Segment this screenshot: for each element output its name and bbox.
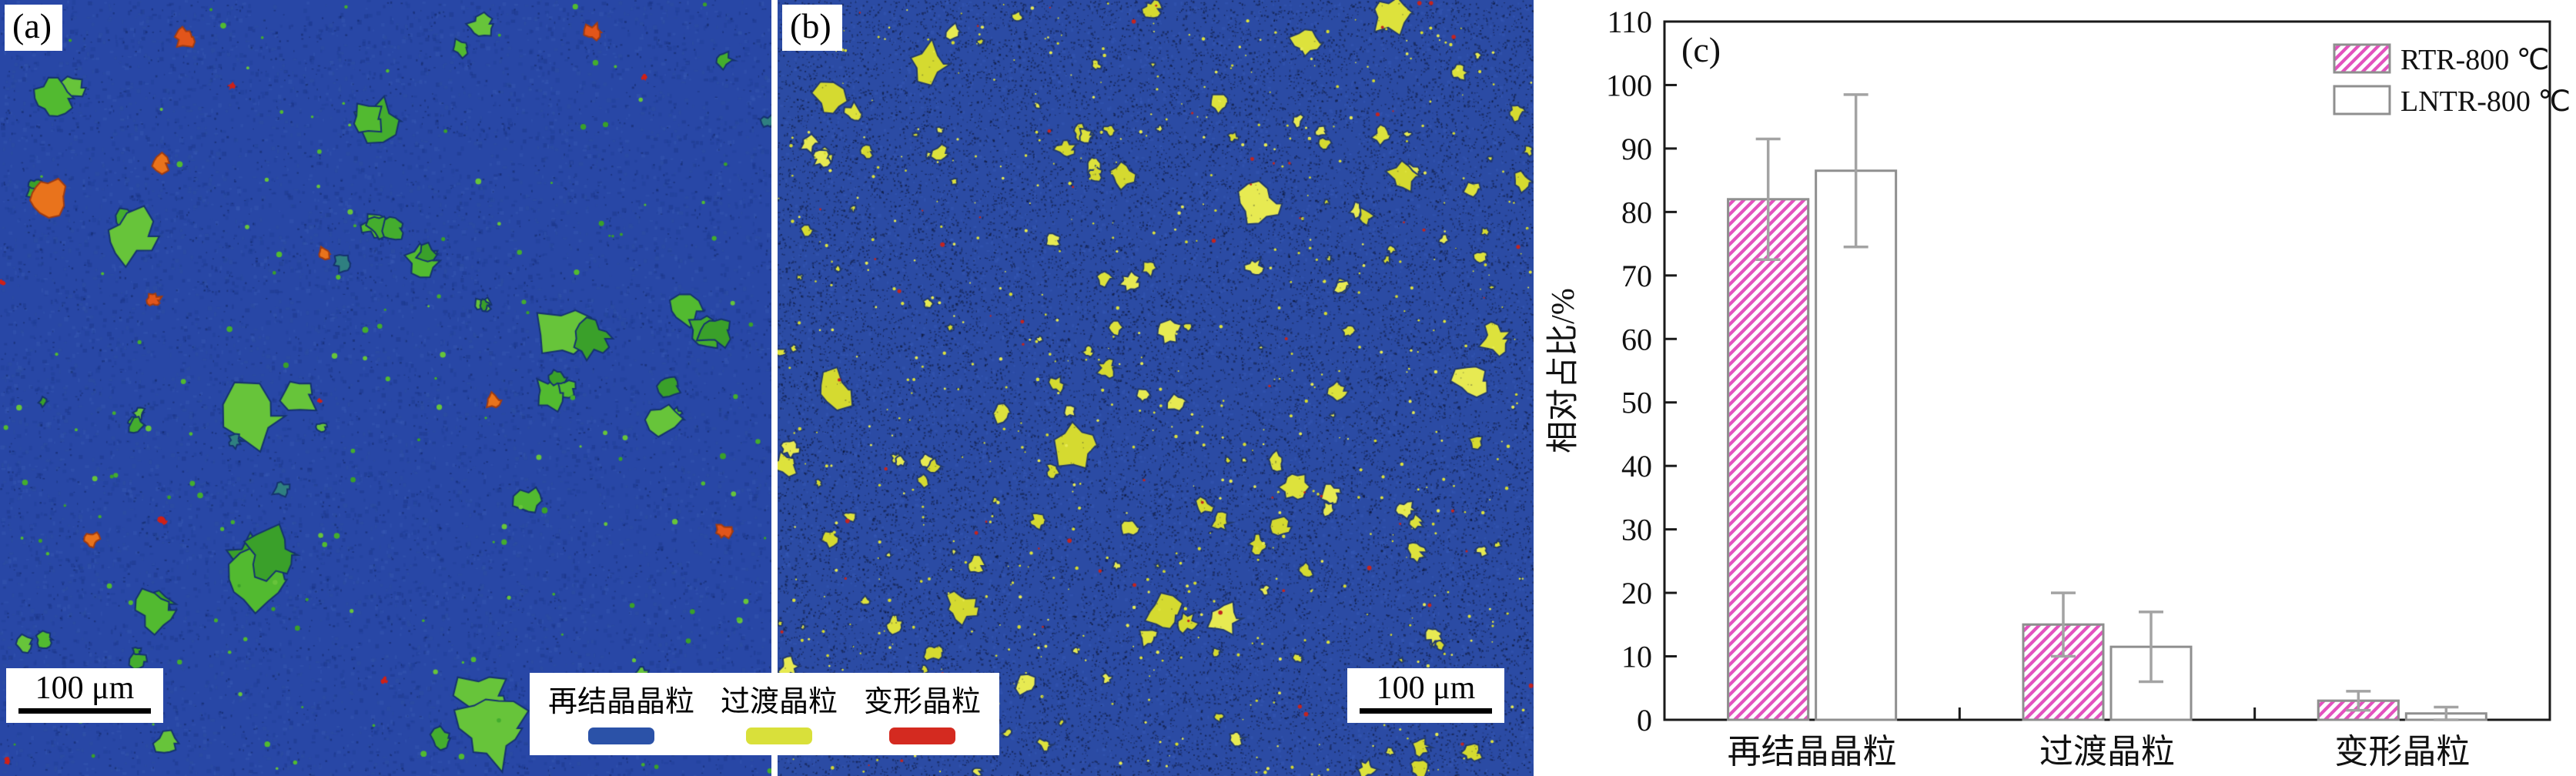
svg-text:过渡晶粒: 过渡晶粒 <box>2039 733 2175 771</box>
scale-bar-b-line <box>1360 708 1492 714</box>
svg-text:90: 90 <box>1621 132 1652 166</box>
panel-a-micrograph: (a) <box>0 0 771 776</box>
legend-item-deformed: 变形晶粒 <box>864 677 981 744</box>
legend-label-deformed: 变形晶粒 <box>864 686 982 718</box>
ebsd-map-b <box>778 0 1534 776</box>
panel-b-label: (b) <box>782 5 842 52</box>
svg-text:0: 0 <box>1637 703 1652 738</box>
panel-a-label: (a) <box>5 5 63 52</box>
svg-text:变形晶粒: 变形晶粒 <box>2334 733 2470 771</box>
svg-text:10: 10 <box>1621 640 1652 674</box>
svg-text:60: 60 <box>1621 322 1652 356</box>
panel-b-micrograph: (b) <box>778 0 1534 776</box>
micrograph-legend: 再结晶晶粒 过渡晶粒 变形晶粒 <box>530 673 1000 755</box>
svg-text:100: 100 <box>1606 68 1652 102</box>
scale-bar-b: 100 μm <box>1347 668 1504 724</box>
legend-item-transition: 过渡晶粒 <box>721 677 838 744</box>
svg-text:70: 70 <box>1621 259 1652 293</box>
legend-swatch-transition <box>746 728 813 744</box>
svg-text:110: 110 <box>1607 5 1652 39</box>
scale-bar-a-line <box>18 708 151 714</box>
ebsd-map-a <box>0 0 771 776</box>
bar-chart: 0 10 20 30 40 50 60 70 80 90 100 110 再结晶晶粒 过渡晶粒 变形晶粒 RT… <box>1546 5 2571 771</box>
svg-text:80: 80 <box>1621 195 1652 229</box>
legend-label-transition: 过渡晶粒 <box>721 686 838 718</box>
panel-c-chart: 0 10 20 30 40 50 60 70 80 90 100 110 再结晶晶粒 过渡晶粒 变形晶粒 RT… <box>1534 0 2576 776</box>
svg-text:(c): (c) <box>1681 30 1721 69</box>
svg-text:40: 40 <box>1621 449 1652 483</box>
legend-label-recrystallized: 再结晶晶粒 <box>548 686 695 718</box>
svg-text:LNTR-800 ℃: LNTR-800 ℃ <box>2400 85 2571 118</box>
svg-text:20: 20 <box>1621 576 1652 610</box>
svg-text:相对占比/%: 相对占比/% <box>1546 288 1581 453</box>
svg-text:30: 30 <box>1621 513 1652 547</box>
legend-item-recrystallized: 再结晶晶粒 <box>548 677 694 744</box>
scale-bar-a-label: 100 μm <box>35 671 135 706</box>
scale-bar-b-label: 100 μm <box>1376 671 1476 706</box>
svg-text:再结晶晶粒: 再结晶晶粒 <box>1728 733 1897 771</box>
legend-swatch-deformed <box>889 728 956 744</box>
legend-swatch-recrystallized <box>588 728 654 744</box>
scale-bar-a: 100 μm <box>6 668 163 724</box>
svg-text:50: 50 <box>1621 386 1652 420</box>
svg-text:RTR-800 ℃: RTR-800 ℃ <box>2400 44 2549 76</box>
